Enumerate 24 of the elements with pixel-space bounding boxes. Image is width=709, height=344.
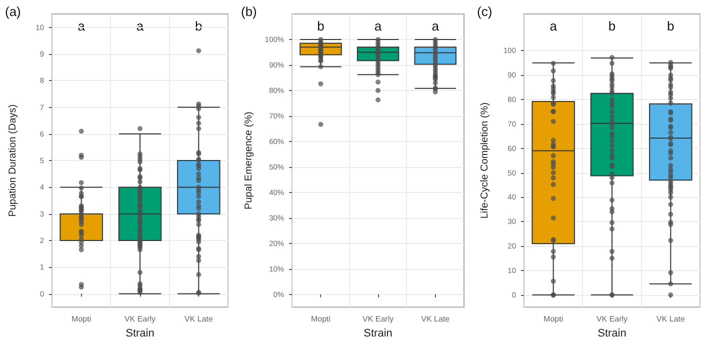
x-tick-label: VK Early: [362, 314, 394, 324]
annotation: a: [432, 18, 440, 34]
annotation: a: [374, 18, 382, 34]
chart-title: (a): [5, 4, 21, 19]
x-tick-label: Mopti: [544, 314, 564, 324]
x-tick-label: VK Late: [421, 314, 450, 324]
x-tick-label: VK Late: [184, 314, 214, 324]
x-tick-label: Mopti: [72, 314, 92, 324]
y-axis-title: Pupation Duration (Days): [8, 104, 18, 217]
x-axis-title: Strain: [598, 328, 626, 340]
x-tick-label: VK Early: [124, 314, 156, 324]
annotation: b: [608, 18, 616, 34]
annotation: a: [550, 18, 558, 34]
x-tick-label: Mopti: [310, 314, 331, 324]
annotation: b: [667, 18, 674, 34]
chart-title: (c): [477, 4, 492, 19]
x-tick-label: VK Late: [656, 314, 686, 324]
y-axis-title: Pupal Emergence (%): [244, 112, 254, 210]
annotation: b: [317, 18, 324, 34]
y-axis-title: Life-Cycle Completion (%): [480, 102, 490, 219]
chart-title: (b): [241, 4, 257, 19]
x-axis-title: Strain: [364, 328, 392, 340]
x-axis-title: Strain: [126, 328, 154, 340]
x-tick-label: VK Early: [596, 314, 628, 324]
